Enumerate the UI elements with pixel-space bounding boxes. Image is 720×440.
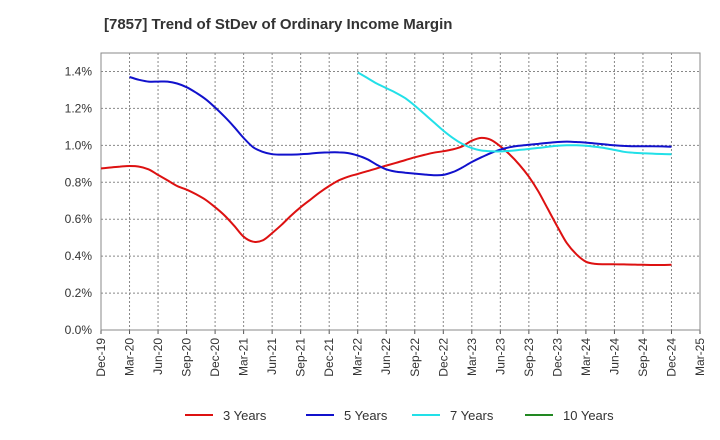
legend-label-10-years: 10 Years [563, 408, 614, 423]
y-tick-label: 1.0% [65, 138, 93, 152]
y-tick-label: 0.0% [65, 323, 93, 337]
x-tick-label: Dec-20 [208, 338, 222, 377]
plot-frame [100, 52, 701, 331]
y-tick-label: 0.8% [65, 175, 93, 189]
x-tick-label: Dec-19 [94, 338, 108, 377]
series-line-5-years [129, 76, 672, 177]
x-tick-label: Dec-22 [436, 338, 450, 377]
x-tick-label: Jun-20 [151, 338, 165, 375]
y-tick-label: 0.2% [65, 286, 93, 300]
legend-label-7-years: 7 Years [450, 408, 494, 423]
x-tick-label: Sep-23 [522, 338, 536, 377]
x-tick-label: Sep-22 [408, 338, 422, 377]
x-tick-label: Dec-24 [664, 338, 678, 377]
x-tick-label: Mar-23 [465, 338, 479, 376]
chart-title: [7857] Trend of StDev of Ordinary Income… [104, 16, 453, 33]
axis-layer: 0.0% 0.2% 0.4% 0.6% 0.8% 1.0% 1.2% 1.4% Dec-19 Ma… [65, 52, 707, 377]
legend-label-5-years: 5 Years [344, 408, 388, 423]
x-tick-label: Dec-23 [550, 338, 564, 377]
series-layer [100, 71, 672, 266]
x-tick-label: Jun-21 [265, 338, 279, 375]
x-tick-label: Jun-23 [493, 338, 507, 375]
legend: 3 Years 5 Years 7 Years 10 Years [185, 408, 614, 423]
series-line-3-years [100, 136, 672, 266]
x-tick-label: Mar-22 [351, 338, 365, 376]
y-tick-label: 0.4% [65, 249, 93, 263]
x-tick-label: Jun-22 [379, 338, 393, 375]
y-tick-label: 0.6% [65, 212, 93, 226]
x-tick-label: Mar-21 [237, 338, 251, 376]
x-tick-label: Mar-20 [123, 338, 137, 376]
y-tick-label: 1.2% [65, 101, 93, 115]
x-tick-label: Mar-25 [693, 338, 707, 376]
legend-label-3-years: 3 Years [223, 408, 267, 423]
y-tick-label: 1.4% [65, 64, 93, 78]
x-tick-label: Sep-21 [294, 338, 308, 377]
x-tick-label: Mar-24 [579, 338, 593, 376]
x-tick-label: Sep-24 [636, 338, 650, 377]
x-tick-label: Dec-21 [322, 338, 336, 377]
x-tick-label: Sep-20 [180, 338, 194, 377]
x-tick-label: Jun-24 [607, 338, 621, 375]
series-line-7-years [357, 71, 672, 156]
